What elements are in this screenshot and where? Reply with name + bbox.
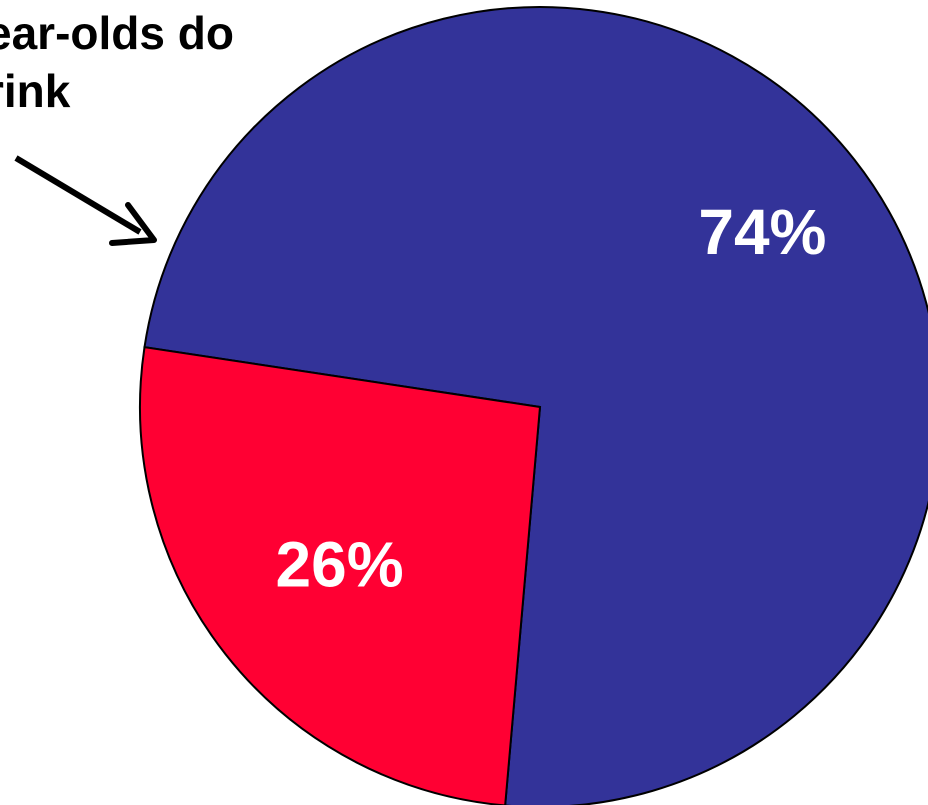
arrow-head — [109, 202, 157, 246]
pie-slice-26 — [139, 346, 542, 805]
arrow-shaft — [14, 155, 142, 235]
slice-label-26: 26% — [276, 529, 404, 601]
slice-label-74: 74% — [698, 196, 826, 268]
annotation-arrow — [14, 155, 157, 246]
annotation-line-2: rink — [0, 65, 71, 117]
annotation-line-1: ear-olds do — [0, 7, 234, 59]
